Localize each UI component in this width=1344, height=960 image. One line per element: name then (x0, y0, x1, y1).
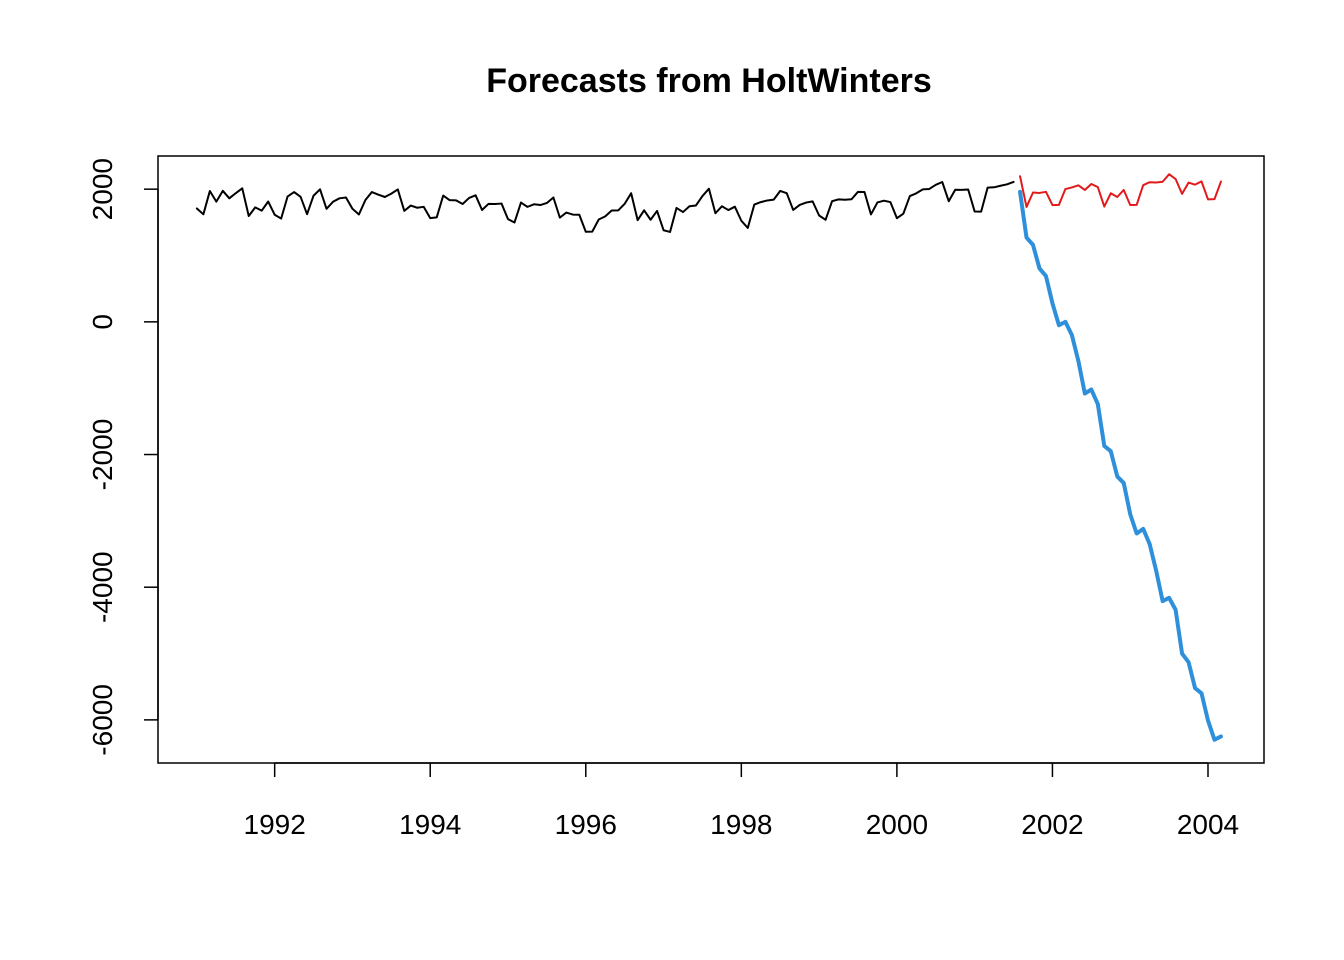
y-tick-label: -2000 (87, 419, 118, 491)
y-tick-label: -6000 (87, 684, 118, 756)
x-tick-label: 2002 (1021, 809, 1083, 840)
y-tick-label: 0 (87, 314, 118, 330)
y-tick-label: -4000 (87, 551, 118, 623)
x-tick-label: 2004 (1177, 809, 1239, 840)
series-line-1 (1019, 173, 1222, 208)
y-axis: 2000 0 -2000 -4000 -6000 (87, 158, 159, 756)
series-line-0 (195, 180, 1015, 233)
series-line-2 (1018, 189, 1223, 742)
x-tick-label: 1992 (244, 809, 306, 840)
chart-title: Forecasts from HoltWinters (486, 62, 932, 100)
y-tick-label: 2000 (87, 158, 118, 220)
plot-frame (157, 155, 1265, 764)
x-axis: 1992 1994 1996 1998 2000 2002 2004 (244, 762, 1239, 840)
x-tick-label: 2000 (866, 809, 928, 840)
x-tick-label: 1996 (555, 809, 617, 840)
series-layer (195, 173, 1223, 742)
x-tick-label: 1998 (710, 809, 772, 840)
x-tick-label: 1994 (399, 809, 461, 840)
